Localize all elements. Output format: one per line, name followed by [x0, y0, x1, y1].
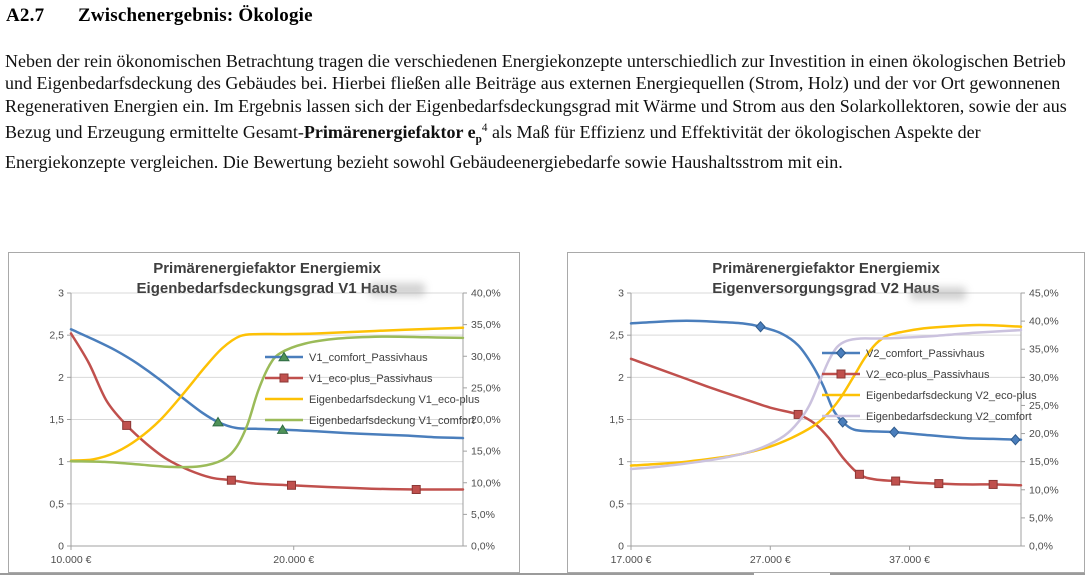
- svg-text:10,0%: 10,0%: [471, 477, 501, 489]
- footnote-marker: 4: [481, 122, 488, 135]
- svg-text:Eigenbedarfsdeckung V1_comfort: Eigenbedarfsdeckung V1_comfort: [309, 415, 475, 427]
- svg-text:10.000 €: 10.000 €: [51, 554, 92, 566]
- svg-text:3: 3: [618, 288, 624, 300]
- svg-text:V2_eco-plus_Passivhaus: V2_eco-plus_Passivhaus: [866, 369, 990, 381]
- svg-text:2: 2: [618, 372, 624, 384]
- bold-term-text: Primärenergiefaktor e: [303, 122, 476, 143]
- svg-text:45,0%: 45,0%: [1029, 288, 1059, 300]
- svg-text:5,0%: 5,0%: [1029, 512, 1053, 524]
- svg-text:1,5: 1,5: [609, 414, 624, 426]
- svg-text:Eigenbedarfsdeckungsgrad V1 Ha: Eigenbedarfsdeckungsgrad V1 Haus: [137, 280, 398, 297]
- svg-text:0,5: 0,5: [49, 498, 64, 510]
- bold-term: Primärenergiefaktor ep: [303, 122, 482, 146]
- bold-term-subscript: p: [475, 133, 482, 146]
- svg-text:40,0%: 40,0%: [1029, 316, 1059, 328]
- svg-text:27.000 €: 27.000 €: [750, 554, 791, 566]
- chart-v2-haus: 3 2,5 2 1,5 1 0,5 0 45,0% 40,0% 35,0% 30,0% 25,0% 20…: [567, 252, 1085, 573]
- blurred-watermark: [910, 287, 966, 300]
- body-paragraph: Neben der rein ökonomischen Betrachtung …: [5, 50, 1083, 174]
- svg-text:30,0%: 30,0%: [471, 351, 501, 363]
- bottom-rule-right: [830, 573, 1085, 575]
- svg-text:Eigenbedarfsdeckung V1_eco-plu: Eigenbedarfsdeckung V1_eco-plus: [309, 394, 480, 406]
- svg-text:15,0%: 15,0%: [471, 446, 501, 458]
- svg-text:Eigenbedarfsdeckung V2_eco-plu: Eigenbedarfsdeckung V2_eco-plus: [866, 390, 1037, 402]
- svg-text:20.000 €: 20.000 €: [273, 554, 314, 566]
- svg-text:Primärenergiefaktor Energiemix: Primärenergiefaktor Energiemix: [153, 260, 381, 277]
- svg-text:1,5: 1,5: [49, 414, 64, 426]
- bottom-rule-left: [0, 573, 754, 575]
- paragraph-text-after: als Maß für Effizienz und Effektivität d…: [5, 122, 981, 173]
- svg-text:3: 3: [58, 288, 64, 300]
- svg-text:30,0%: 30,0%: [1029, 372, 1059, 384]
- svg-text:20,0%: 20,0%: [471, 414, 501, 426]
- paragraph-text-before: Neben der rein ökonomischen Betrachtung …: [5, 51, 1067, 143]
- svg-text:1: 1: [618, 456, 624, 468]
- svg-text:25,0%: 25,0%: [471, 382, 501, 394]
- svg-text:17.000 €: 17.000 €: [611, 554, 652, 566]
- svg-text:37.000 €: 37.000 €: [889, 554, 930, 566]
- svg-text:20,0%: 20,0%: [1029, 428, 1059, 440]
- svg-text:V2_comfort_Passivhaus: V2_comfort_Passivhaus: [866, 348, 985, 360]
- svg-text:V1_comfort_Passivhaus: V1_comfort_Passivhaus: [309, 352, 428, 364]
- svg-text:2,5: 2,5: [49, 330, 64, 342]
- svg-text:Eigenversorgungsgrad V2 Haus: Eigenversorgungsgrad V2 Haus: [712, 280, 940, 297]
- svg-text:0,0%: 0,0%: [1029, 541, 1053, 553]
- section-heading: A2.7 Zwischenergebnis: Ökologie: [6, 5, 313, 27]
- svg-text:40,0%: 40,0%: [471, 288, 501, 300]
- svg-text:25,0%: 25,0%: [1029, 400, 1059, 412]
- chart-canvas-v2: 3 2,5 2 1,5 1 0,5 0 45,0% 40,0% 35,0% 30,0% 25,0% 20…: [609, 260, 1059, 566]
- svg-text:2,5: 2,5: [609, 330, 624, 342]
- svg-text:0: 0: [618, 541, 624, 553]
- svg-text:5,0%: 5,0%: [471, 509, 495, 521]
- svg-text:Primärenergiefaktor Energiemix: Primärenergiefaktor Energiemix: [712, 260, 940, 277]
- svg-text:V1_eco-plus_Passivhaus: V1_eco-plus_Passivhaus: [309, 373, 433, 385]
- blurred-watermark: [369, 283, 425, 296]
- svg-text:35,0%: 35,0%: [471, 319, 501, 331]
- svg-text:0,0%: 0,0%: [471, 541, 495, 553]
- section-title: Zwischenergebnis: Ökologie: [78, 5, 313, 26]
- svg-text:1: 1: [58, 456, 64, 468]
- svg-text:10,0%: 10,0%: [1029, 484, 1059, 496]
- svg-text:15,0%: 15,0%: [1029, 456, 1059, 468]
- svg-text:0: 0: [58, 541, 64, 553]
- chart-v1-haus: 3 2,5 2 1,5 1 0,5 0 40,0% 35,0% 30,0% 25,0% 20,0% 15…: [8, 252, 520, 573]
- svg-text:Eigenbedarfsdeckung V2_comfort: Eigenbedarfsdeckung V2_comfort: [866, 411, 1032, 423]
- svg-text:2: 2: [58, 372, 64, 384]
- chart-canvas-v1: 3 2,5 2 1,5 1 0,5 0 40,0% 35,0% 30,0% 25,0% 20,0% 15…: [49, 260, 501, 566]
- svg-text:35,0%: 35,0%: [1029, 344, 1059, 356]
- svg-text:0,5: 0,5: [609, 498, 624, 510]
- section-number: A2.7: [6, 5, 45, 26]
